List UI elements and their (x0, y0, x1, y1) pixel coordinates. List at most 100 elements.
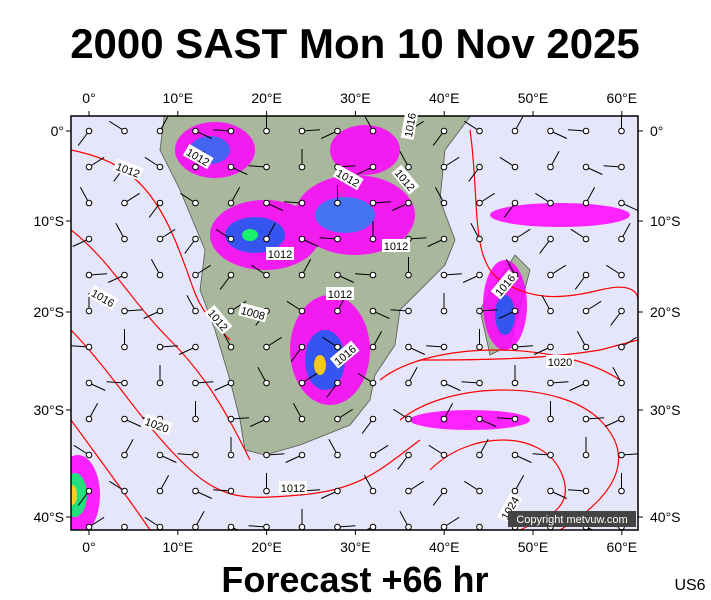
station (156, 271, 164, 279)
y-label-right: 10°S (650, 213, 681, 229)
x-label-bottom: 40°E (429, 539, 460, 555)
station (227, 127, 235, 135)
station (511, 307, 519, 315)
station (547, 415, 554, 423)
station (85, 127, 93, 135)
station (440, 523, 448, 530)
station (85, 271, 93, 279)
station (582, 127, 590, 135)
station (121, 271, 128, 279)
x-label-bottom: 30°E (340, 539, 371, 555)
y-label-right: 0° (650, 123, 663, 139)
title: 2000 SAST Mon 10 Nov 2025 (70, 20, 640, 67)
station (334, 523, 341, 530)
isobar-label-text: 1012 (281, 483, 305, 495)
station (511, 163, 519, 171)
station (440, 271, 448, 279)
station (618, 307, 625, 315)
station (263, 235, 270, 243)
station (263, 163, 270, 171)
station (334, 307, 341, 315)
station (405, 523, 412, 530)
station (263, 451, 270, 459)
isobar-label: 1012 (382, 239, 410, 253)
station (156, 235, 164, 243)
station (298, 343, 306, 351)
x-label-bottom: 20°E (251, 539, 282, 555)
x-label-top: 0° (82, 90, 95, 106)
isobar-label-text: 1012 (268, 249, 292, 261)
isobar-label-text: 1016 (403, 112, 419, 138)
station (121, 523, 128, 530)
station (476, 487, 483, 495)
station (85, 235, 93, 243)
station (618, 163, 625, 171)
station (405, 451, 412, 459)
station (405, 343, 412, 351)
station (440, 379, 448, 387)
isobar-label-box (326, 287, 354, 300)
isobar-label-box (237, 302, 269, 323)
station (582, 307, 590, 315)
station (369, 343, 377, 351)
station (369, 199, 377, 207)
station (227, 451, 235, 459)
isobar-label-box (546, 355, 574, 368)
x-label-bottom: 0° (82, 539, 95, 555)
x-label-bottom: 10°E (163, 539, 194, 555)
station (227, 415, 235, 423)
station (227, 271, 235, 279)
copyright: Copyright metvuw.com (516, 514, 627, 526)
station (369, 307, 377, 315)
station (476, 235, 483, 243)
station (405, 307, 412, 315)
station (263, 127, 270, 135)
station (369, 451, 377, 459)
station (476, 451, 483, 459)
isobar-label-box (382, 239, 410, 252)
station (85, 199, 93, 207)
isobar-label-box (141, 413, 173, 436)
station (440, 487, 448, 495)
station (369, 127, 377, 135)
x-label-bottom: 50°E (518, 539, 549, 555)
station (582, 451, 590, 459)
isobar-label-box (490, 269, 519, 300)
station (511, 343, 519, 351)
station (227, 523, 235, 530)
station (121, 127, 128, 135)
station (547, 235, 554, 243)
station (476, 163, 483, 171)
station (192, 451, 199, 459)
station (440, 163, 448, 171)
station (192, 523, 199, 530)
station (298, 451, 306, 459)
station (547, 199, 554, 207)
station (618, 415, 625, 423)
station (405, 415, 412, 423)
station (440, 451, 448, 459)
station (192, 379, 199, 387)
station (156, 163, 164, 171)
x-label-top: 30°E (340, 90, 371, 106)
station (582, 235, 590, 243)
station (511, 199, 519, 207)
station (263, 199, 270, 207)
station (582, 343, 590, 351)
station (298, 271, 306, 279)
station (227, 307, 235, 315)
station (334, 235, 341, 243)
station (192, 127, 199, 135)
station (156, 379, 164, 387)
station (618, 235, 625, 243)
station (85, 343, 93, 351)
station (582, 415, 590, 423)
station (476, 127, 483, 135)
station (618, 271, 625, 279)
y-label-left: 30°S (33, 402, 64, 418)
station (85, 523, 93, 530)
station (369, 487, 377, 495)
x-label-top: 50°E (518, 90, 549, 106)
y-label-left: 20°S (33, 304, 64, 320)
